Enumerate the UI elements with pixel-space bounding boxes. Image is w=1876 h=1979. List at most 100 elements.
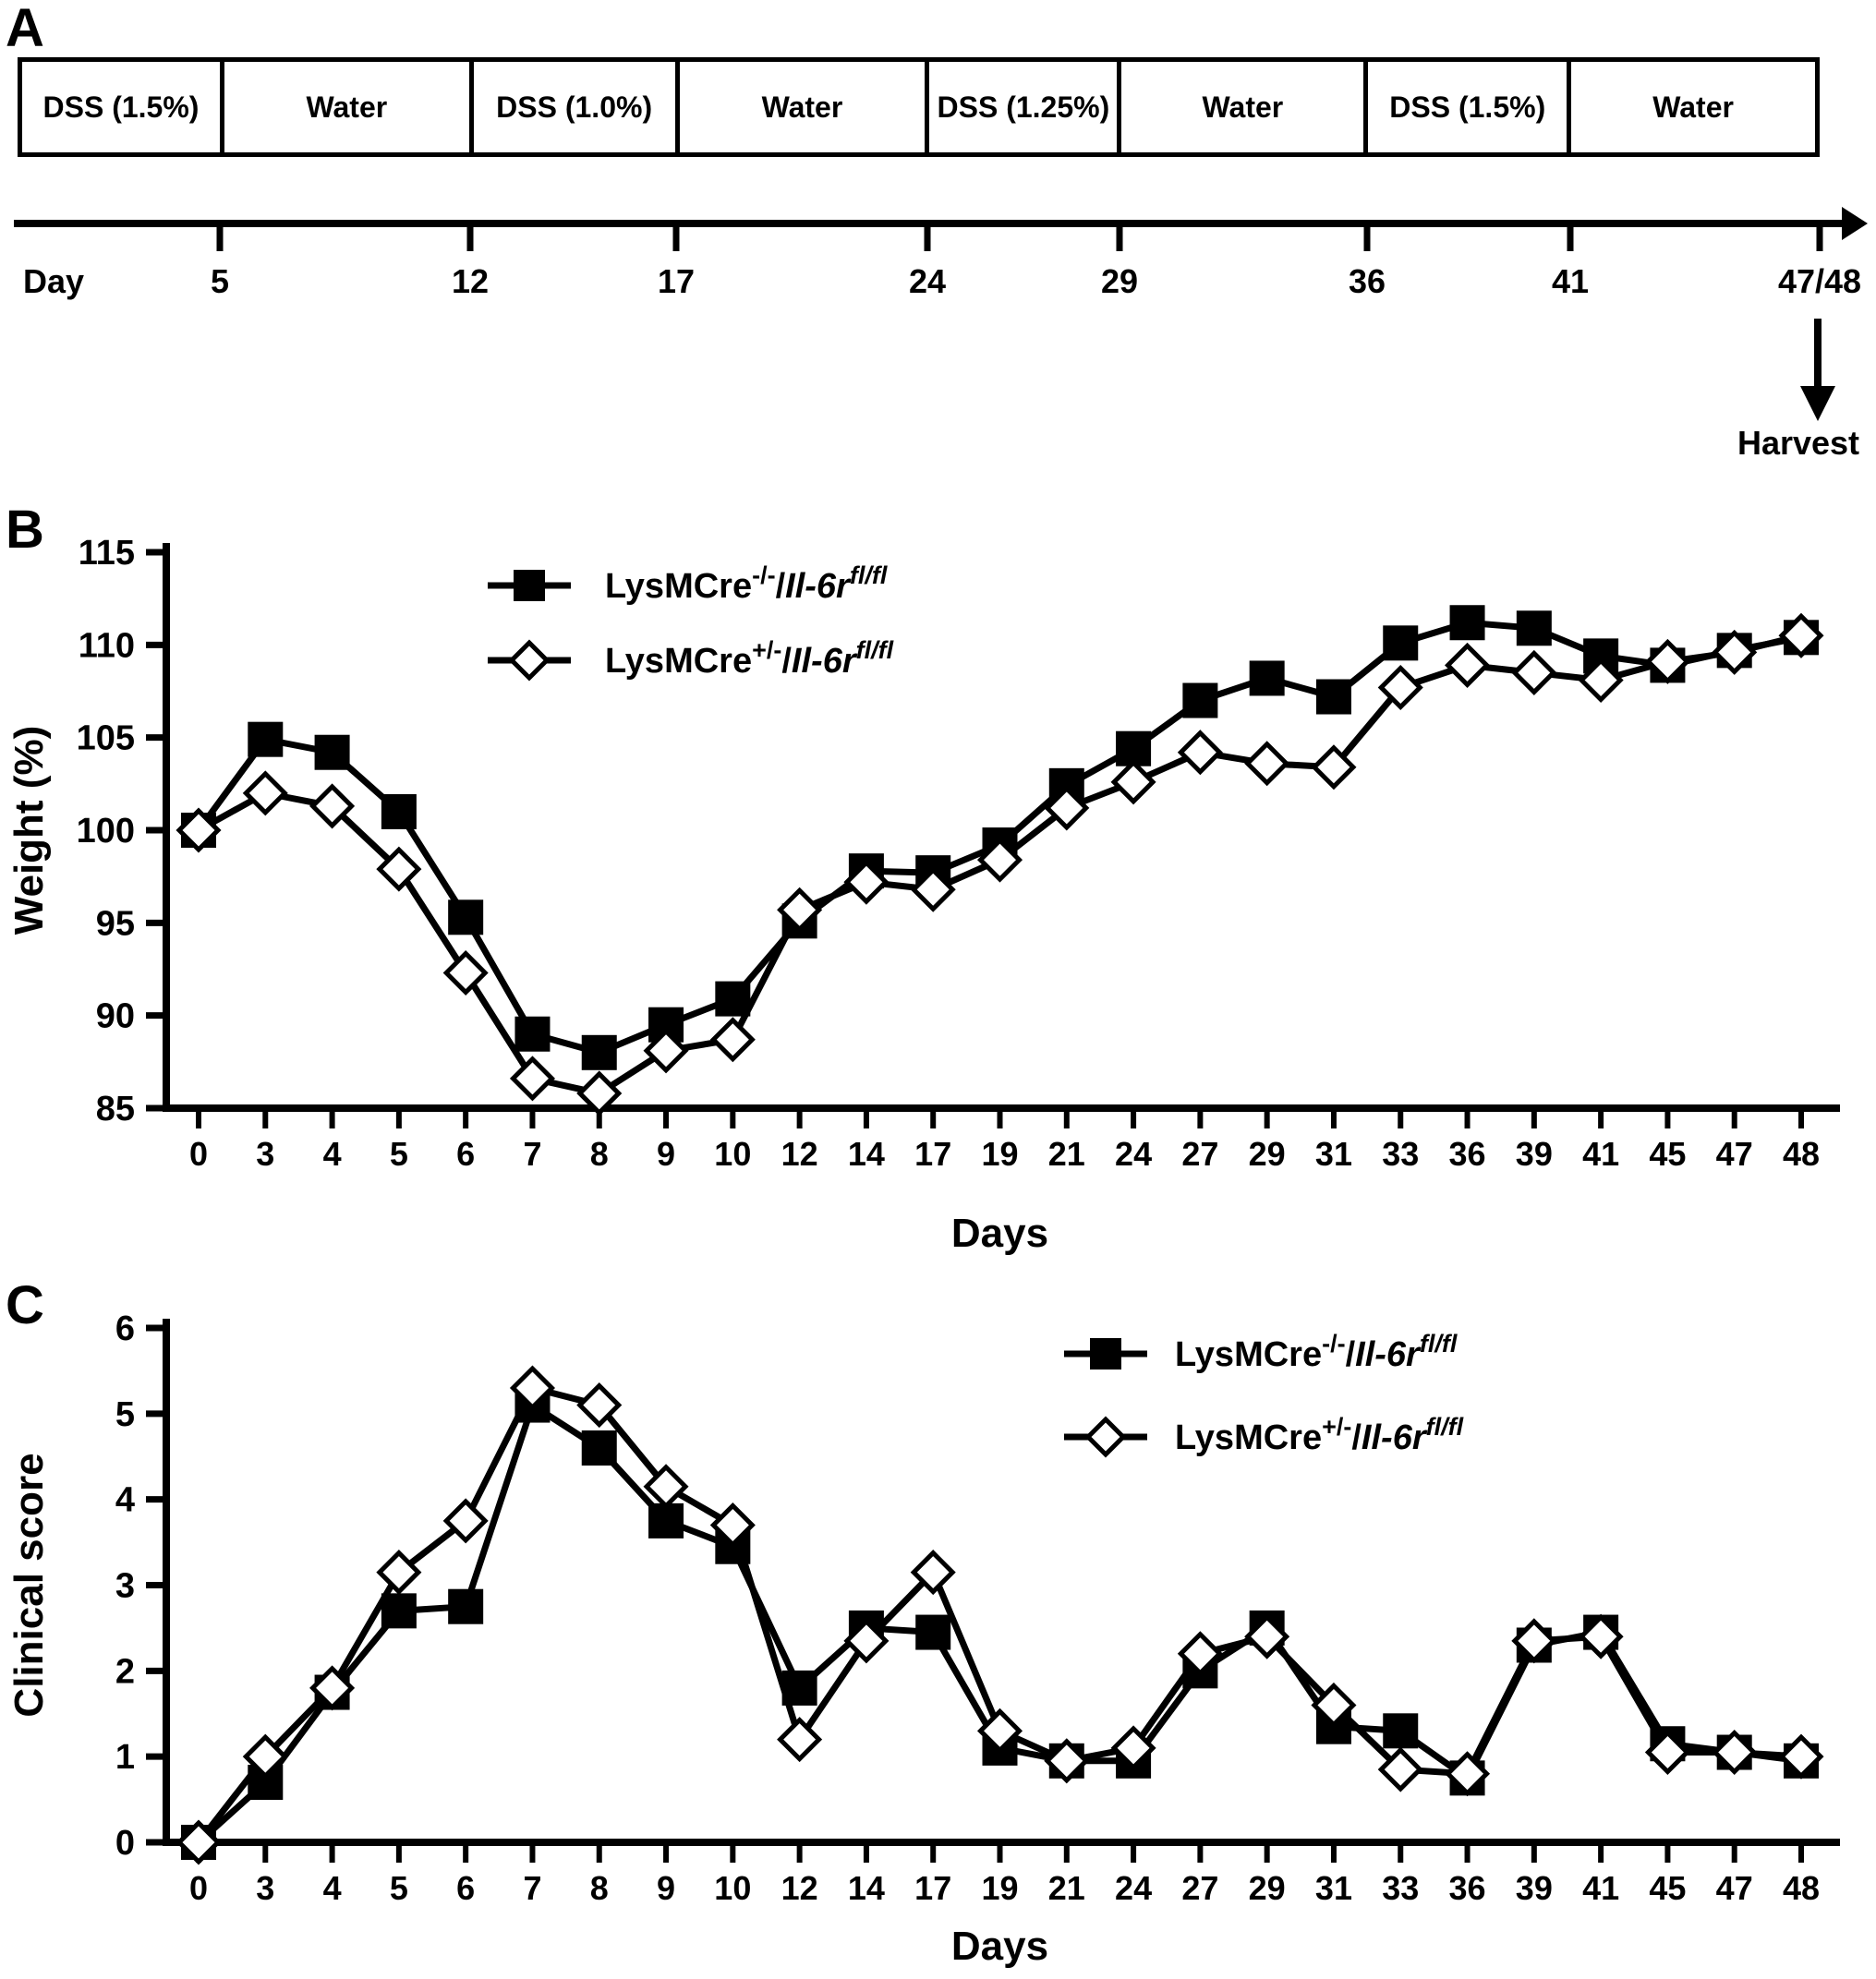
data-point-filled-square xyxy=(581,1034,617,1070)
x-tick-label: 19 xyxy=(981,1135,1018,1173)
timeline-segment-label: Water xyxy=(1202,90,1284,124)
data-point-open-diamond xyxy=(976,837,1023,883)
x-tick-label: 14 xyxy=(848,1869,885,1907)
x-axis-title: Days xyxy=(951,1924,1048,1969)
data-point-open-diamond xyxy=(910,1550,956,1596)
x-tick-label: 4 xyxy=(323,1135,342,1173)
x-tick-label: 33 xyxy=(1382,1135,1419,1173)
legend-item xyxy=(488,639,571,682)
data-point-open-diamond xyxy=(576,1382,623,1429)
data-point-filled-square xyxy=(514,570,545,601)
data-point-open-diamond xyxy=(242,770,288,816)
data-point-open-diamond xyxy=(376,846,422,892)
x-tick-label: 7 xyxy=(523,1869,541,1907)
data-point-open-diamond xyxy=(843,859,890,905)
data-point-open-diamond xyxy=(509,1056,555,1102)
x-tick-label: 8 xyxy=(590,1135,609,1173)
panel-c-label: C xyxy=(6,1275,44,1335)
legend-item xyxy=(1064,1416,1147,1458)
data-point-open-diamond xyxy=(843,1618,890,1664)
data-point-filled-square xyxy=(915,1614,951,1650)
y-tick-label: 90 xyxy=(96,997,135,1036)
x-tick-label: 31 xyxy=(1315,1869,1352,1907)
legend-label: LysMCre-/-/Il-6rfl/fl xyxy=(1175,1330,1458,1374)
timeline-segment-label: DSS (1.25%) xyxy=(937,90,1110,124)
x-tick-label: 39 xyxy=(1516,1135,1553,1173)
y-tick-label: 3 xyxy=(115,1567,135,1606)
x-tick-label: 3 xyxy=(256,1869,274,1907)
data-point-filled-square xyxy=(715,981,751,1017)
data-point-filled-square xyxy=(1516,610,1552,646)
y-tick-label: 95 xyxy=(96,904,135,943)
timeline-segment: DSS (1.0%) xyxy=(474,62,680,152)
series-line-filled-square xyxy=(196,1400,1802,1845)
data-point-filled-square xyxy=(448,1588,484,1624)
data-point-open-diamond xyxy=(442,949,489,996)
data-point-open-diamond xyxy=(1644,1729,1690,1776)
x-tick-label: 29 xyxy=(1249,1869,1286,1907)
series-markers-filled-square xyxy=(181,1387,1819,1860)
data-point-open-diamond xyxy=(1511,1618,1557,1664)
data-point-open-diamond xyxy=(1311,1682,1357,1729)
x-tick-label: 45 xyxy=(1649,1135,1686,1173)
timeline-day-label: Day xyxy=(23,262,84,300)
timeline-segment: Water xyxy=(680,62,930,152)
x-tick-label: 48 xyxy=(1783,1869,1820,1907)
y-tick-label: 6 xyxy=(115,1309,135,1348)
x-tick-label: 8 xyxy=(590,1869,609,1907)
data-point-open-diamond xyxy=(709,1502,756,1549)
x-tick-label: 41 xyxy=(1582,1135,1619,1173)
data-point-open-diamond xyxy=(1578,657,1624,703)
data-point-open-diamond xyxy=(1377,664,1423,711)
timeline-segment-label: Water xyxy=(1652,90,1734,124)
x-tick-label: 47 xyxy=(1716,1135,1753,1173)
x-tick-label: 9 xyxy=(657,1869,675,1907)
x-tick-label: 36 xyxy=(1449,1869,1486,1907)
data-point-filled-square xyxy=(1383,1713,1419,1749)
x-tick-label: 21 xyxy=(1048,1869,1085,1907)
panel-b-label: B xyxy=(6,500,44,560)
timeline-segment: Water xyxy=(1571,62,1815,152)
data-point-filled-square xyxy=(314,734,350,770)
x-tick-label: 12 xyxy=(781,1869,818,1907)
x-tick-label: 24 xyxy=(1115,1135,1152,1173)
timeline-segment: DSS (1.25%) xyxy=(929,62,1122,152)
y-tick-label: 110 xyxy=(79,626,135,665)
series-markers-open-diamond xyxy=(175,612,1824,1116)
data-point-open-diamond xyxy=(1110,1725,1156,1771)
x-tick-label: 19 xyxy=(981,1869,1018,1907)
data-point-open-diamond xyxy=(643,1464,689,1510)
y-tick-label: 4 xyxy=(115,1481,135,1520)
y-tick-label: 1 xyxy=(115,1738,135,1777)
data-point-open-diamond xyxy=(576,1070,623,1116)
data-point-open-diamond xyxy=(1778,612,1824,658)
x-tick-label: 17 xyxy=(914,1135,951,1173)
timeline-segment-label: DSS (1.0%) xyxy=(496,90,653,124)
data-point-open-diamond xyxy=(508,639,551,682)
x-tick-label: 10 xyxy=(714,1869,751,1907)
data-point-open-diamond xyxy=(1644,638,1690,684)
data-point-open-diamond xyxy=(1511,649,1557,695)
data-point-open-diamond xyxy=(175,1819,222,1865)
x-tick-label: 12 xyxy=(781,1135,818,1173)
data-point-open-diamond xyxy=(1445,1751,1491,1797)
legend-label: LysMCre+/-/Il-6rfl/fl xyxy=(605,636,894,681)
data-point-filled-square xyxy=(381,793,417,829)
x-tick-label: 45 xyxy=(1649,1869,1686,1907)
timeline-tick-label: 12 xyxy=(452,262,489,300)
data-point-filled-square xyxy=(248,721,284,757)
data-point-open-diamond xyxy=(175,807,222,853)
data-point-open-diamond xyxy=(1377,1746,1423,1792)
x-axis-title: Days xyxy=(951,1211,1048,1256)
legend-item xyxy=(1064,1338,1147,1370)
legend: LysMCre-/-/Il-6rfl/fl LysMCre+/-/Il-6rfl/… xyxy=(488,561,894,682)
x-tick-label: 31 xyxy=(1315,1135,1352,1173)
data-point-filled-square xyxy=(1449,605,1485,641)
legend: LysMCre-/-/Il-6rfl/fl LysMCre+/-/Il-6rfl/… xyxy=(1064,1330,1464,1458)
x-tick-label: 7 xyxy=(523,1135,541,1173)
x-tick-label: 47 xyxy=(1716,1869,1753,1907)
x-tick-label: 14 xyxy=(848,1135,885,1173)
timeline-tick-label: 29 xyxy=(1101,262,1138,300)
